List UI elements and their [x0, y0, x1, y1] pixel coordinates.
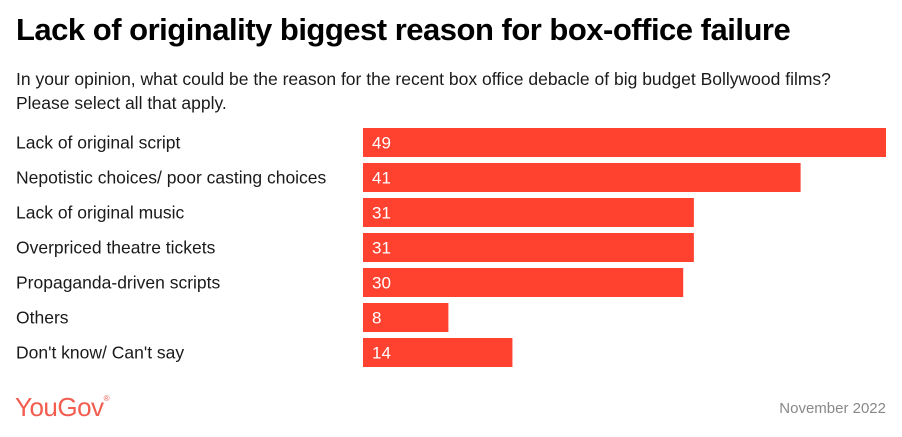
value-label: 49	[372, 134, 391, 153]
bar-row: Overpriced theatre tickets 31	[16, 233, 694, 262]
value-label: 8	[372, 309, 381, 328]
category-label: Lack of original music	[16, 203, 185, 223]
bar-row: Lack of original music 31	[16, 198, 694, 227]
category-label: Overpriced theatre tickets	[16, 238, 216, 258]
category-label: Nepotistic choices/ poor casting choices	[16, 168, 327, 188]
chart-title: Lack of originality biggest reason for b…	[16, 12, 791, 47]
bar-row: Nepotistic choices/ poor casting choices…	[16, 163, 801, 192]
value-label: 30	[372, 274, 391, 293]
bar-row: Don't know/ Can't say 14	[16, 338, 513, 367]
category-label: Propaganda-driven scripts	[16, 273, 221, 293]
bar	[363, 128, 886, 157]
chart-subtitle: In your opinion, what could be the reaso…	[16, 67, 896, 115]
bar	[363, 163, 801, 192]
subtitle-instruction: Please select all that apply.	[16, 93, 227, 113]
bar	[363, 233, 694, 262]
subtitle-question: In your opinion, what could be the reaso…	[16, 69, 831, 89]
survey-date: November 2022	[779, 400, 886, 417]
bar-row: Propaganda-driven scripts 30	[16, 268, 684, 297]
bar-row: Lack of original script 49	[16, 128, 886, 157]
logo-text: YouGov	[15, 392, 104, 422]
yougov-logo: YouGov®	[15, 392, 110, 423]
bar-chart: Lack of original script 49 Nepotistic choi…	[16, 128, 886, 367]
value-label: 31	[372, 204, 391, 223]
value-label: 14	[372, 344, 391, 363]
registered-mark: ®	[103, 394, 110, 403]
category-label: Others	[16, 308, 69, 328]
value-label: 31	[372, 239, 391, 258]
bar	[363, 303, 449, 332]
category-label: Don't know/ Can't say	[16, 343, 184, 363]
bar	[363, 268, 684, 297]
bar	[363, 338, 513, 367]
bar-row: Others 8	[16, 303, 449, 332]
category-label: Lack of original script	[16, 133, 181, 153]
bar	[363, 198, 694, 227]
value-label: 41	[372, 169, 391, 188]
